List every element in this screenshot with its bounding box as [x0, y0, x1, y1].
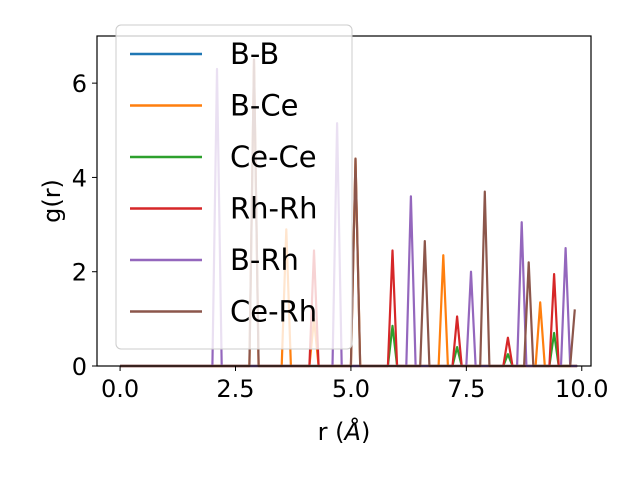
- x-tick-label: 2.5: [216, 375, 254, 403]
- legend-label-b-rh: B-Rh: [230, 243, 299, 277]
- legend-label-b-ce: B-Ce: [230, 89, 298, 123]
- legend-label-ce-ce: Ce-Ce: [230, 140, 317, 174]
- y-tick-label: 0: [72, 353, 87, 381]
- x-tick-label: 5.0: [332, 375, 370, 403]
- y-tick-label: 6: [72, 70, 87, 98]
- legend: B-B B-Ce Ce-Ce Rh-Rh B-Rh Ce-Rh: [115, 24, 353, 350]
- y-axis: 0 2 4 6: [72, 70, 97, 381]
- x-tick-label: 10.0: [555, 375, 608, 403]
- y-tick-label: 4: [72, 164, 87, 192]
- x-tick-label: 7.5: [447, 375, 485, 403]
- x-axis: 0.0 2.5 5.0 7.5 10.0: [101, 366, 608, 403]
- legend-label-b-b: B-B: [230, 37, 279, 71]
- legend-label-ce-rh: Ce-Rh: [230, 295, 317, 329]
- y-tick-label: 2: [72, 259, 87, 287]
- x-tick-label: 0.0: [101, 375, 139, 403]
- y-axis-title: g(r): [38, 179, 66, 223]
- x-axis-title: r (Å): [318, 417, 371, 446]
- legend-label-rh-rh: Rh-Rh: [230, 192, 318, 226]
